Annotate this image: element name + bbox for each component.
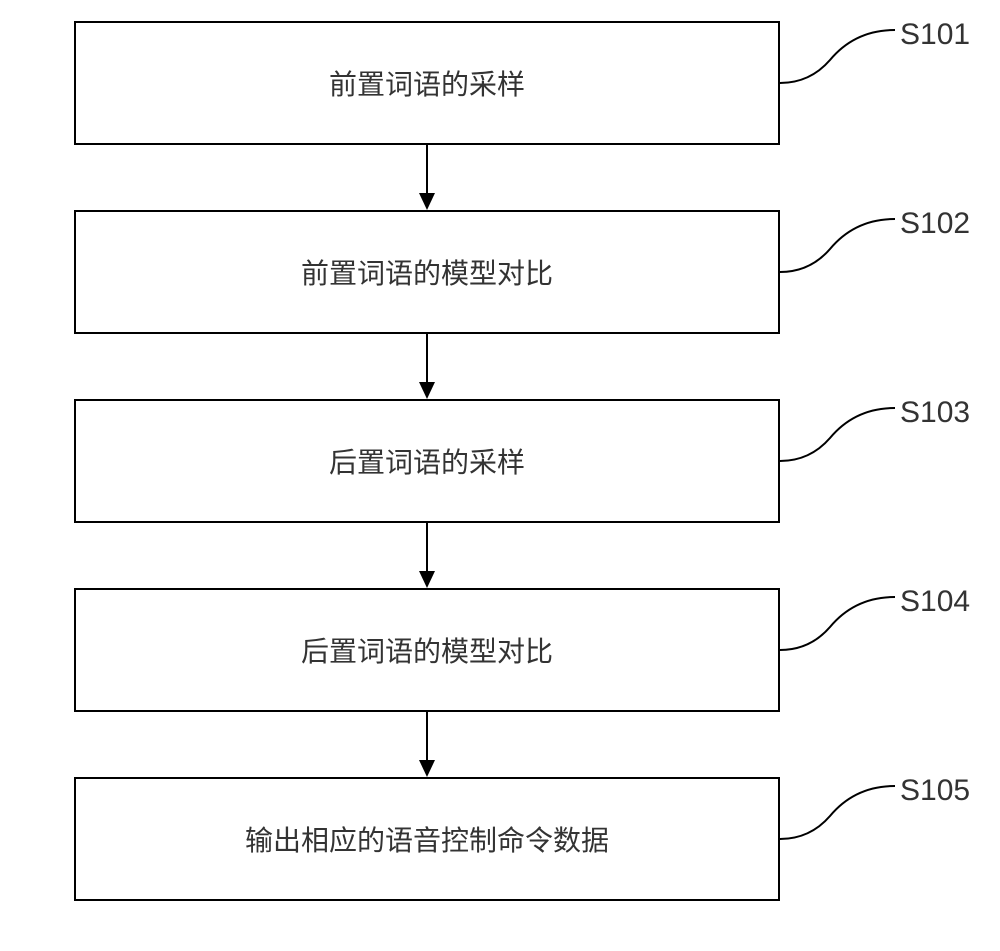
step-label-s104: S104: [900, 585, 970, 619]
flow-node-s102: 前置词语的模型对比: [74, 210, 780, 334]
step-label-s103: S103: [900, 396, 970, 430]
flow-node-s105: 输出相应的语音控制命令数据: [74, 777, 780, 901]
flow-node-s101: 前置词语的采样: [74, 21, 780, 145]
node-label: 前置词语的采样: [329, 63, 525, 103]
connector-curve: [780, 20, 900, 100]
step-label-s102: S102: [900, 207, 970, 241]
step-label-s105: S105: [900, 774, 970, 808]
connector-curve: [780, 587, 900, 667]
connector-curve: [780, 209, 900, 289]
node-label: 后置词语的模型对比: [301, 630, 553, 670]
flow-arrow: [417, 712, 437, 777]
connector-curve: [780, 776, 900, 856]
flow-node-s104: 后置词语的模型对比: [74, 588, 780, 712]
step-label-s101: S101: [900, 18, 970, 52]
flowchart-diagram: 前置词语的采样 S101 前置词语的模型对比 S102 后置词语的采样 S103…: [0, 0, 1000, 951]
flow-arrow: [417, 523, 437, 588]
flow-arrow: [417, 334, 437, 399]
node-label: 前置词语的模型对比: [301, 252, 553, 292]
flow-arrow: [417, 145, 437, 210]
flow-node-s103: 后置词语的采样: [74, 399, 780, 523]
connector-curve: [780, 398, 900, 478]
node-label: 后置词语的采样: [329, 441, 525, 481]
node-label: 输出相应的语音控制命令数据: [245, 819, 609, 859]
